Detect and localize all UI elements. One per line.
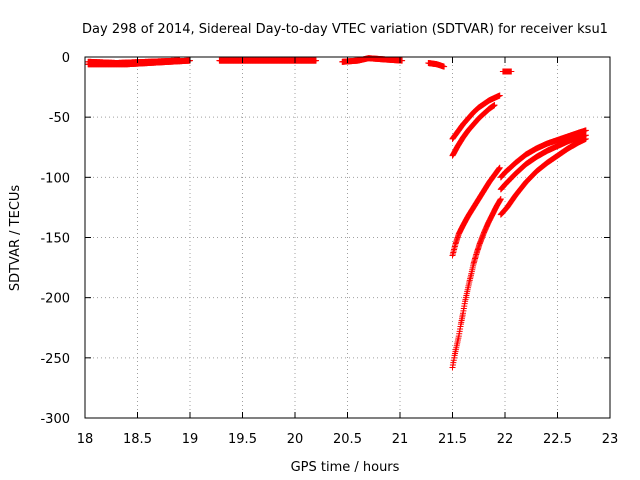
series-track-5 — [497, 127, 589, 181]
data-point — [508, 68, 515, 75]
x-tick-label: 21.5 — [438, 432, 467, 447]
x-tick-label: 23 — [602, 432, 619, 447]
x-tick-label: 18.5 — [123, 432, 152, 447]
series-track-7 — [497, 135, 589, 218]
grid-lines — [85, 57, 610, 418]
x-axis-ticks: 18 18.5 19 19.5 20 20.5 21 21.5 22 22.5 23 — [77, 57, 619, 447]
y-tick-label: -100 — [40, 171, 70, 186]
x-tick-label: 20 — [287, 432, 304, 447]
y-tick-label: -150 — [40, 232, 70, 247]
series-track-2 — [449, 102, 498, 159]
y-tick-label: 0 — [62, 51, 70, 66]
y-tick-label: -200 — [40, 292, 70, 307]
y-axis-label: SDTVAR / TECUs — [8, 185, 23, 292]
x-tick-label: 22 — [497, 432, 514, 447]
x-tick-label: 19.5 — [228, 432, 257, 447]
y-tick-label: -50 — [49, 111, 70, 126]
data-point — [496, 92, 503, 99]
x-tick-label: 19 — [182, 432, 199, 447]
y-axis-ticks: 0 -50 -100 -150 -200 -250 -300 — [40, 51, 610, 427]
series-segment-2 — [85, 57, 183, 67]
chart-title: Day 298 of 2014, Sidereal Day-to-day VTE… — [82, 22, 608, 37]
data-point — [496, 164, 503, 171]
y-tick-label: -300 — [40, 412, 70, 427]
data-point — [313, 57, 319, 64]
series-segment-3 — [216, 57, 319, 64]
data-point — [491, 102, 498, 109]
x-tick-label: 21 — [392, 432, 409, 447]
data-point — [497, 195, 504, 202]
data-point — [441, 63, 448, 70]
series-track-1 — [449, 92, 503, 142]
series-track-4 — [449, 195, 504, 371]
x-axis-label: GPS time / hours — [291, 460, 400, 475]
data-point — [582, 135, 589, 142]
x-tick-label: 18 — [77, 432, 94, 447]
series-segment-5 — [425, 60, 448, 70]
data-marks — [85, 55, 589, 371]
series-track-3 — [449, 164, 503, 259]
x-tick-label: 22.5 — [543, 432, 572, 447]
data-point — [176, 57, 183, 64]
x-tick-label: 20.5 — [333, 432, 362, 447]
series-segment-4 — [339, 55, 406, 65]
y-tick-label: -250 — [40, 352, 70, 367]
series-segment-6 — [499, 68, 515, 75]
